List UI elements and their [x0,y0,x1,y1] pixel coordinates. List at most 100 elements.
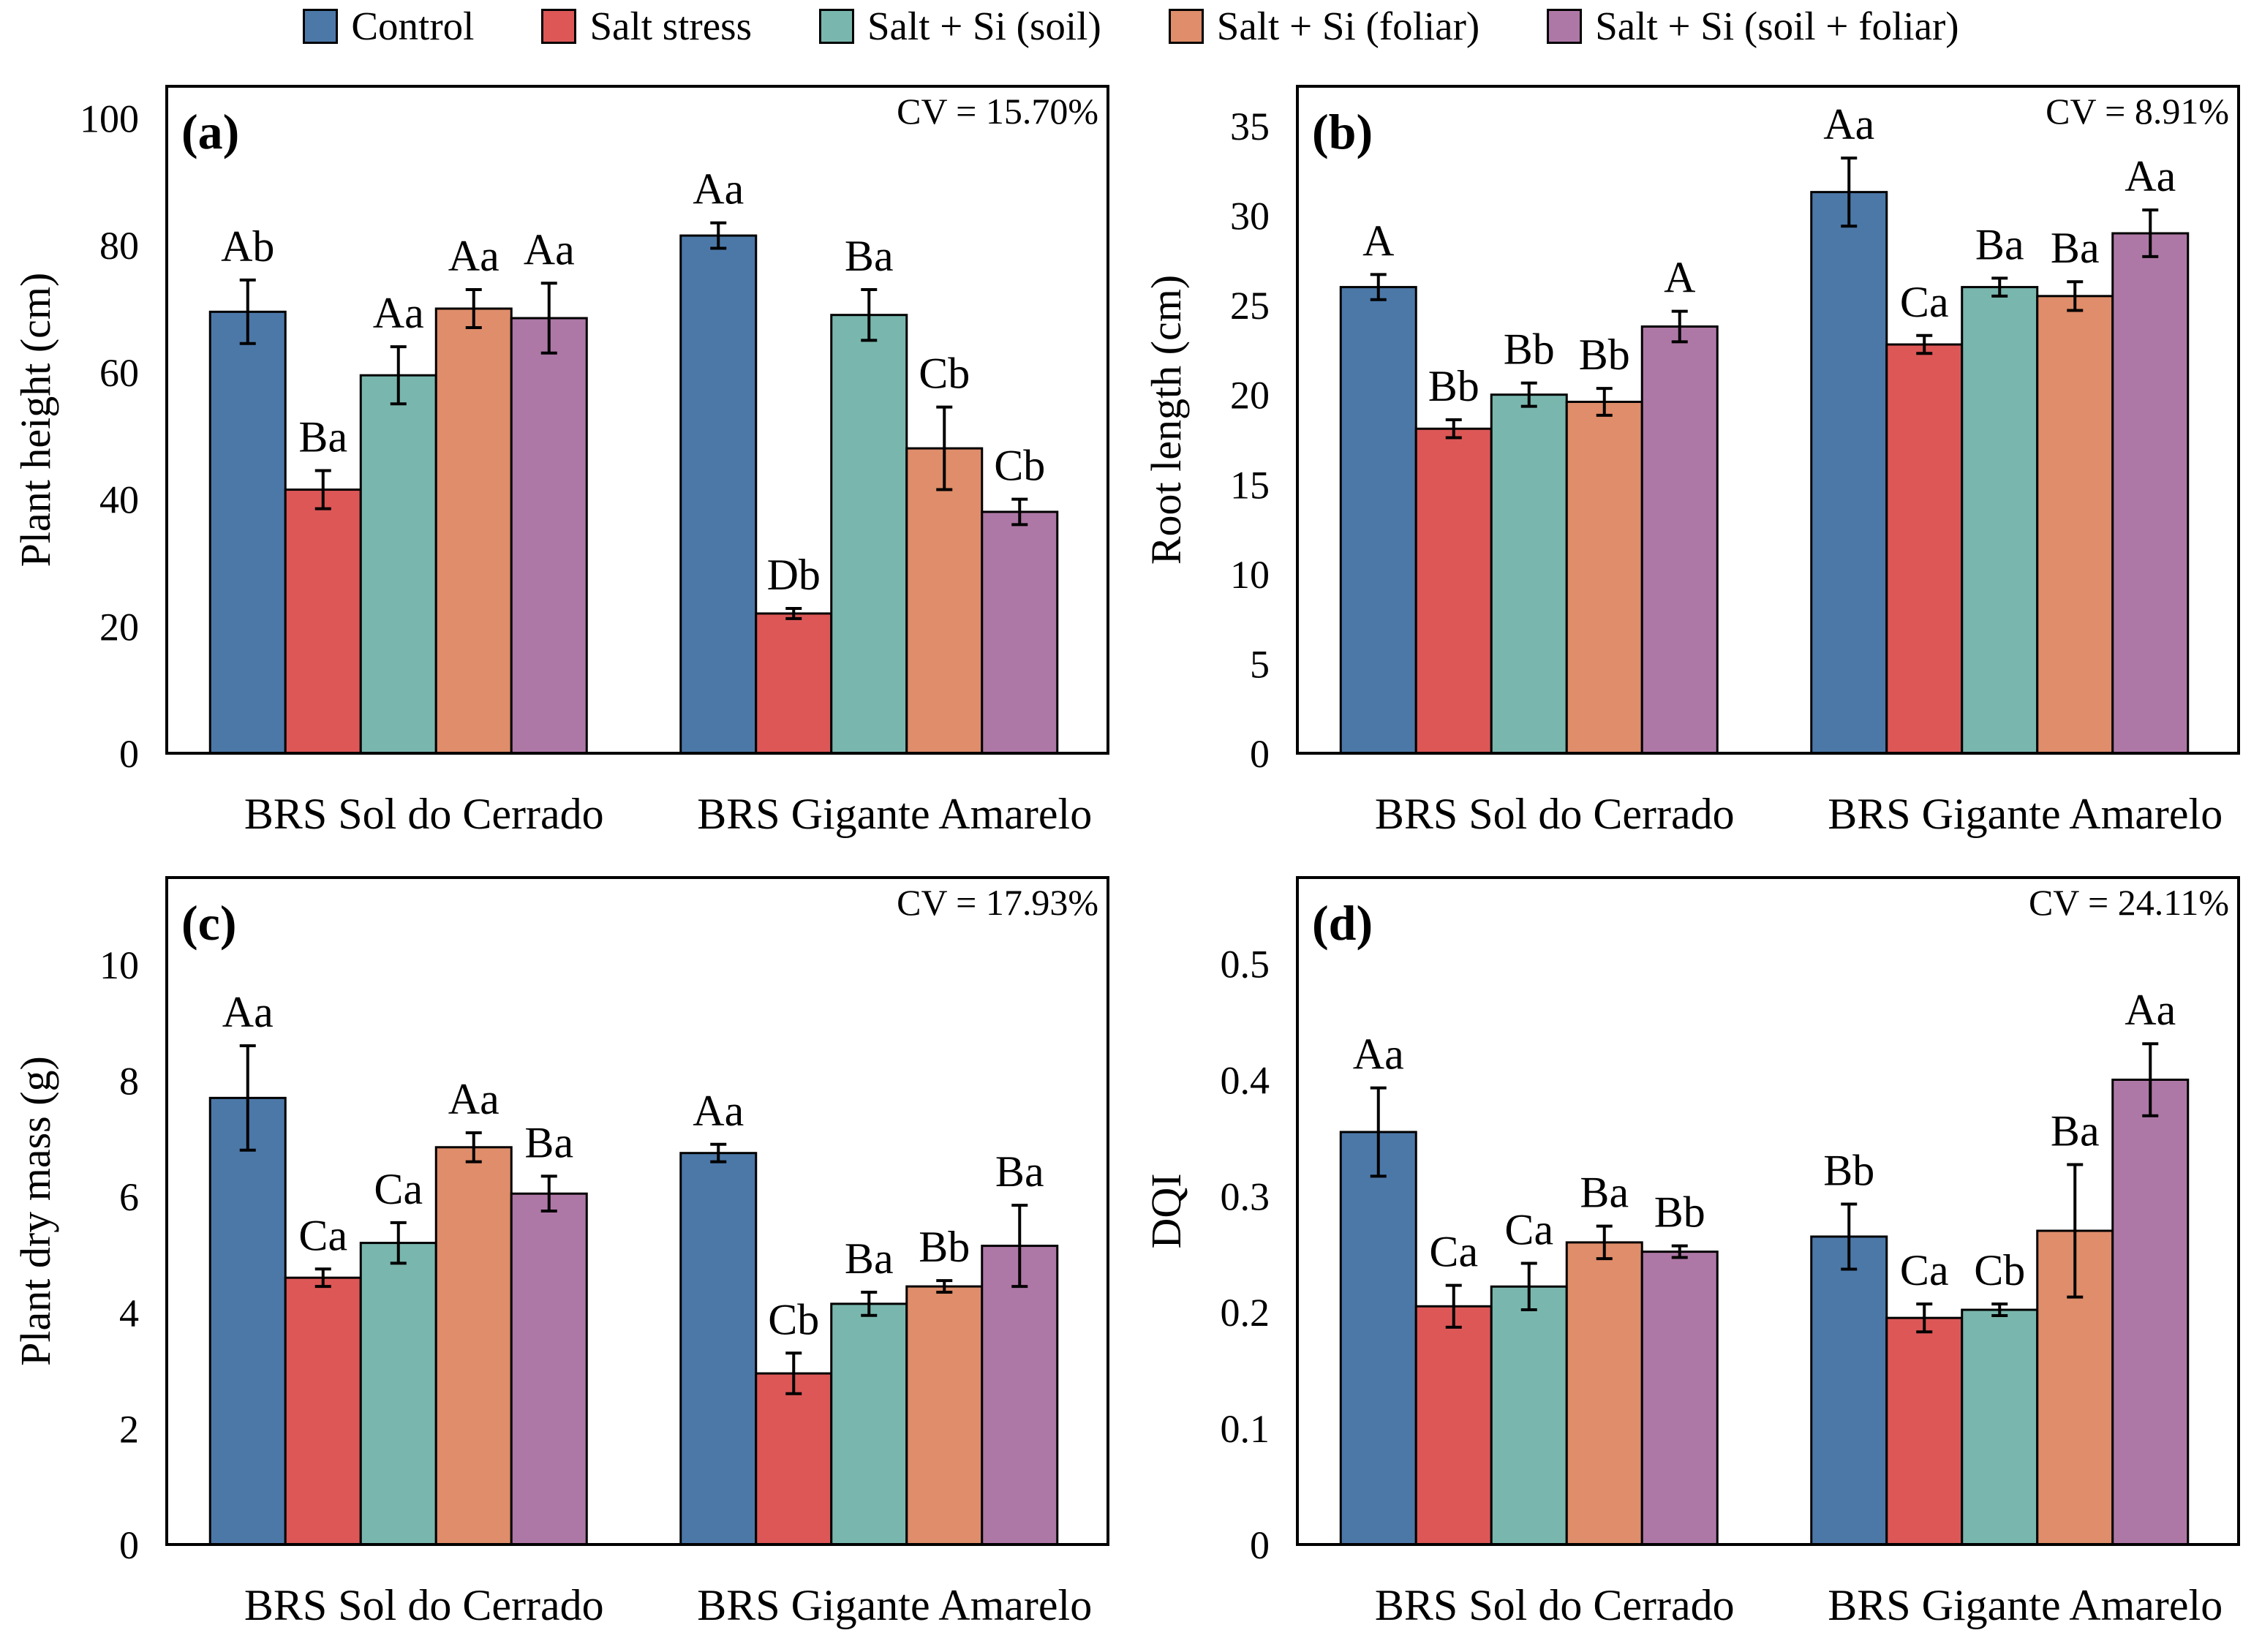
panel-b: A Bb Bb Bb A BRS Sol do Cerrado Aa Ca Ba Ba Aa BRS … [1131,69,2262,861]
plot-border [165,876,1109,1546]
x-category-label: BRS Sol do Cerrado [1375,1581,1735,1629]
bar [1810,1235,1888,1546]
significance-letter: Ca [298,1211,347,1259]
y-tick-label: 10 [1230,553,1270,597]
significance-letter: Cb [1974,1246,2025,1294]
bar [1640,1251,1719,1546]
cv-label: CV = 8.91% [2046,91,2229,132]
legend-label: Control [351,4,475,48]
panel-d-chart: Aa Ca Ca Ba Bb BRS Sol do Cerrado Bb Ca Cb Ba Aa BR… [1142,876,2240,1629]
bar [1565,400,1643,755]
bar [359,374,437,755]
bar [1961,286,2039,755]
plot-border [165,85,1109,755]
panel-a-chart: Ab Ba Aa Aa Aa BRS Sol do Cerrado Aa Db Ba Cb Cb BR… [12,85,1109,838]
y-tick-label: 0 [119,1523,139,1567]
bar [905,447,984,755]
y-tick-label: 100 [80,97,139,140]
panel-c: Aa Ca Ca Aa Ba BRS Sol do Cerrado Aa Cb Ba Bb Ba BR… [0,861,1131,1652]
y-tick-label: 0.5 [1221,943,1270,987]
significance-letter: Aa [373,289,424,337]
significance-letter: Aa [1353,1030,1404,1079]
significance-letter: Aa [448,1075,499,1123]
y-tick-label: 35 [1230,105,1270,148]
legend-swatch-2 [818,8,854,44]
significance-letter: Ba [845,232,894,280]
significance-letter: Ca [1429,1228,1478,1276]
panel-letter: (d) [1312,895,1373,951]
legend-label: Salt + Si (soil) [867,4,1101,48]
y-tick-label: 0.4 [1221,1058,1270,1102]
panel-d: Aa Ca Ca Ba Bb BRS Sol do Cerrado Bb Ca Cb Ba Aa BR… [1131,861,2262,1652]
legend-label: Salt + Si (soil + foliar) [1595,4,1959,48]
bar [830,314,908,755]
panel-letter: (b) [1312,104,1373,159]
legend-swatch-1 [541,8,577,44]
y-axis-label: Plant dry mass (g) [12,1056,59,1366]
bar [679,1152,758,1546]
y-tick-label: 30 [1230,195,1270,238]
bar [2111,232,2190,755]
significance-letter: Ba [845,1234,894,1283]
panel-letter: (c) [181,895,236,951]
legend-swatch-3 [1168,8,1204,44]
legend-label: Salt stress [589,4,752,48]
y-tick-label: 15 [1230,463,1270,507]
significance-letter: Ba [298,412,347,461]
significance-letter: Ca [1900,1246,1949,1294]
significance-letter: Ba [524,1118,573,1166]
significance-letter: Aa [1823,100,1874,148]
significance-letter: A [1664,254,1695,302]
cv-label: CV = 24.11% [2029,882,2229,923]
significance-letter: A [1362,216,1394,265]
significance-letter: Bb [1579,331,1630,379]
bar [208,310,287,755]
bar [1414,427,1493,755]
bar [1961,1308,2039,1546]
significance-letter: Aa [222,988,274,1036]
significance-letter: Aa [448,232,499,280]
panel-c-chart: Aa Ca Ca Aa Ba BRS Sol do Cerrado Aa Cb Ba Bb Ba BR… [12,876,1109,1629]
bar [830,1302,908,1546]
panel-a: Ab Ba Aa Aa Aa BRS Sol do Cerrado Aa Db Ba Cb Cb BR… [0,69,1131,861]
bar [1414,1305,1493,1546]
bar [1885,1316,1964,1546]
legend-item-salt-stress: Salt stress [541,6,752,46]
significance-letter: Bb [1654,1188,1705,1237]
y-tick-label: 10 [99,943,139,987]
bar [1339,1131,1417,1546]
significance-letter: Ab [221,222,274,271]
y-tick-label: 0.3 [1221,1174,1270,1218]
y-axis-label: DQI [1142,1173,1190,1248]
cv-label: CV = 15.70% [897,91,1098,132]
significance-letter: Ca [1900,278,1949,326]
cv-label: CV = 17.93% [897,882,1098,923]
bar [284,1276,362,1546]
bar [208,1096,287,1546]
panel-letter: (a) [181,104,239,159]
y-tick-label: 5 [1250,642,1270,686]
y-tick-label: 4 [119,1291,139,1335]
significance-letter: Aa [2125,986,2176,1034]
significance-letter: Db [767,551,821,599]
significance-letter: Aa [2125,152,2176,200]
bar [2036,295,2114,755]
bar [755,1372,833,1546]
x-category-label: BRS Sol do Cerrado [244,790,604,838]
y-tick-label: 60 [99,351,139,395]
significance-letter: Ba [1975,220,2024,268]
significance-letter: Bb [1823,1146,1874,1194]
y-tick-label: 2 [119,1407,139,1451]
bar [510,1192,588,1546]
y-tick-label: 20 [99,605,139,649]
significance-letter: Ba [995,1147,1044,1196]
y-tick-label: 0.1 [1221,1407,1270,1451]
x-category-label: BRS Gigante Amarelo [697,1581,1092,1629]
x-category-label: BRS Gigante Amarelo [697,790,1092,838]
significance-letter: Cb [994,442,1045,490]
y-tick-label: 0 [119,732,139,776]
bar [1490,1285,1568,1546]
bar [981,510,1059,755]
significance-letter: Bb [919,1223,970,1271]
bar [359,1242,437,1546]
